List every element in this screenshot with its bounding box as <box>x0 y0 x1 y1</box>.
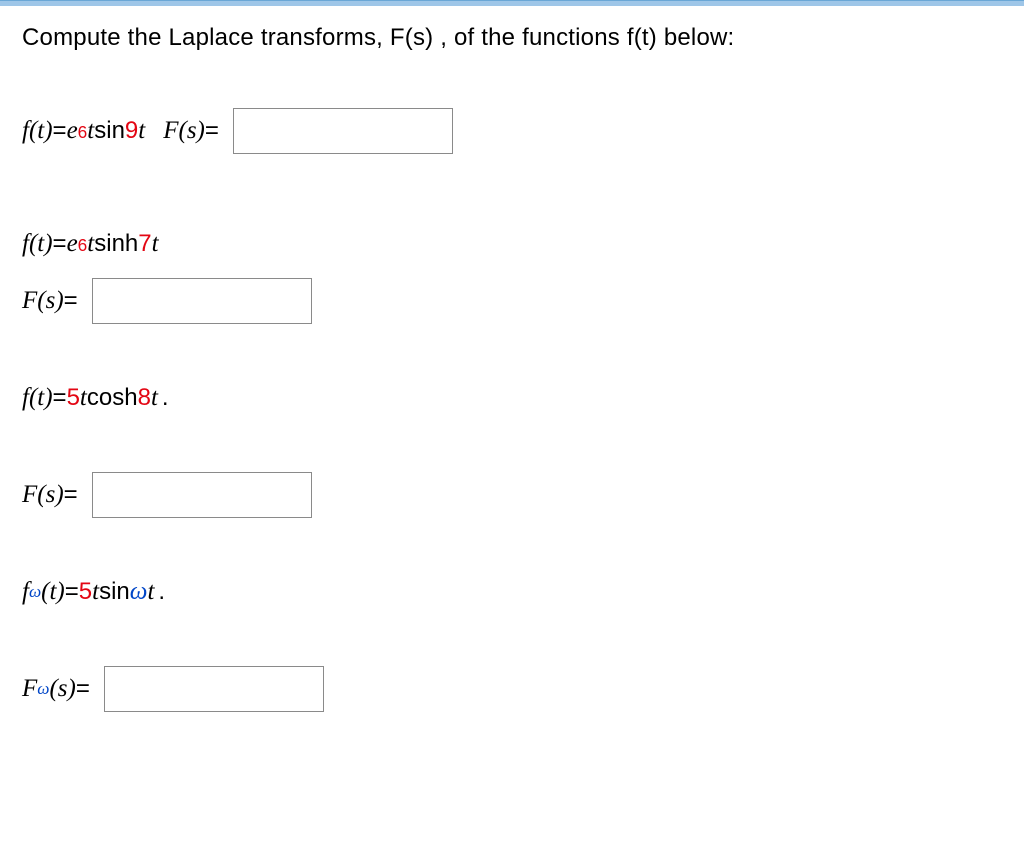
p2-answer-input[interactable] <box>92 278 312 324</box>
p4-ft-paren: (t) <box>41 578 65 606</box>
p2-trig: sinh <box>94 230 138 258</box>
problem-1: f(t) = e6t sin 9 t F(s) = <box>22 108 1002 154</box>
p4-var: t <box>92 578 99 606</box>
p3-var: t <box>80 384 87 412</box>
p1-e: e <box>67 117 78 145</box>
p1-eq2: = <box>205 117 219 145</box>
p4-trig-arg: t <box>147 578 154 606</box>
problem-4-ft: fω(t) = 5t sin ωt . <box>22 578 1002 606</box>
p3-dot: . <box>162 384 169 412</box>
p3-eq2: = <box>64 481 78 509</box>
problem-3-fs: F(s) = <box>22 472 1002 518</box>
p1-fs-label: F(s) <box>163 117 205 145</box>
prompt-mid: , of the functions <box>440 24 627 51</box>
p4-fs-paren: (s) <box>49 675 75 703</box>
p3-trig: cosh <box>87 384 138 412</box>
p2-exp-coef: 6 <box>78 235 88 255</box>
p4-sub2: ω <box>37 679 49 699</box>
question-prompt: Compute the Laplace transforms, F(s) , o… <box>22 24 1002 52</box>
p3-trig-arg: t <box>151 384 158 412</box>
p3-fs-label: F(s) <box>22 481 64 509</box>
p2-trig-coef: 7 <box>138 230 151 258</box>
p2-ft-label: f(t) <box>22 230 53 258</box>
p1-exp-coef: 6 <box>78 122 88 142</box>
p2-eq2: = <box>64 287 78 315</box>
p3-answer-input[interactable] <box>92 472 312 518</box>
p1-trig: sin <box>94 117 125 145</box>
p4-sub: ω <box>29 582 41 602</box>
p1-exp: 6t <box>78 117 95 145</box>
p1-trig-coef: 9 <box>125 117 138 145</box>
p4-answer-input[interactable] <box>104 666 324 712</box>
p1-ft-label: f(t) <box>22 117 53 145</box>
problem-4-fs: Fω(s) = <box>22 666 1002 712</box>
prompt-lead: Compute the Laplace transforms, <box>22 24 390 51</box>
p2-fs-label: F(s) <box>22 287 64 315</box>
p4-dot: . <box>158 578 165 606</box>
p2-exp-var: t <box>87 230 94 257</box>
question-content: Compute the Laplace transforms, F(s) , o… <box>0 6 1024 712</box>
p2-eq: = <box>53 230 67 258</box>
p4-fs-f: F <box>22 675 37 703</box>
p2-trig-arg: t <box>152 230 159 258</box>
p1-trig-arg: t <box>138 117 145 145</box>
p4-trig: sin <box>99 578 130 606</box>
p4-ft-f: f <box>22 578 29 606</box>
p3-coef: 5 <box>67 384 80 412</box>
p3-trig-coef: 8 <box>138 384 151 412</box>
p4-eq2: = <box>76 675 90 703</box>
problem-2-ft: f(t) = e6t sinh 7 t <box>22 230 1002 258</box>
p2-exp: 6t <box>78 230 95 258</box>
problem-3-ft: f(t) = 5t cosh 8t . <box>22 384 1002 412</box>
prompt-fs: F(s) <box>390 24 433 51</box>
prompt-tail: below: <box>664 24 735 51</box>
problem-2-fs: F(s) = <box>22 278 1002 324</box>
prompt-ft: f(t) <box>627 24 657 51</box>
p1-exp-var: t <box>87 117 94 144</box>
p1-eq: = <box>53 117 67 145</box>
p4-coef: 5 <box>79 578 92 606</box>
p1-answer-input[interactable] <box>233 108 453 154</box>
p3-ft-label: f(t) <box>22 384 53 412</box>
p2-e: e <box>67 230 78 258</box>
p3-eq: = <box>53 384 67 412</box>
p4-eq: = <box>65 578 79 606</box>
p4-omega: ω <box>130 578 148 606</box>
